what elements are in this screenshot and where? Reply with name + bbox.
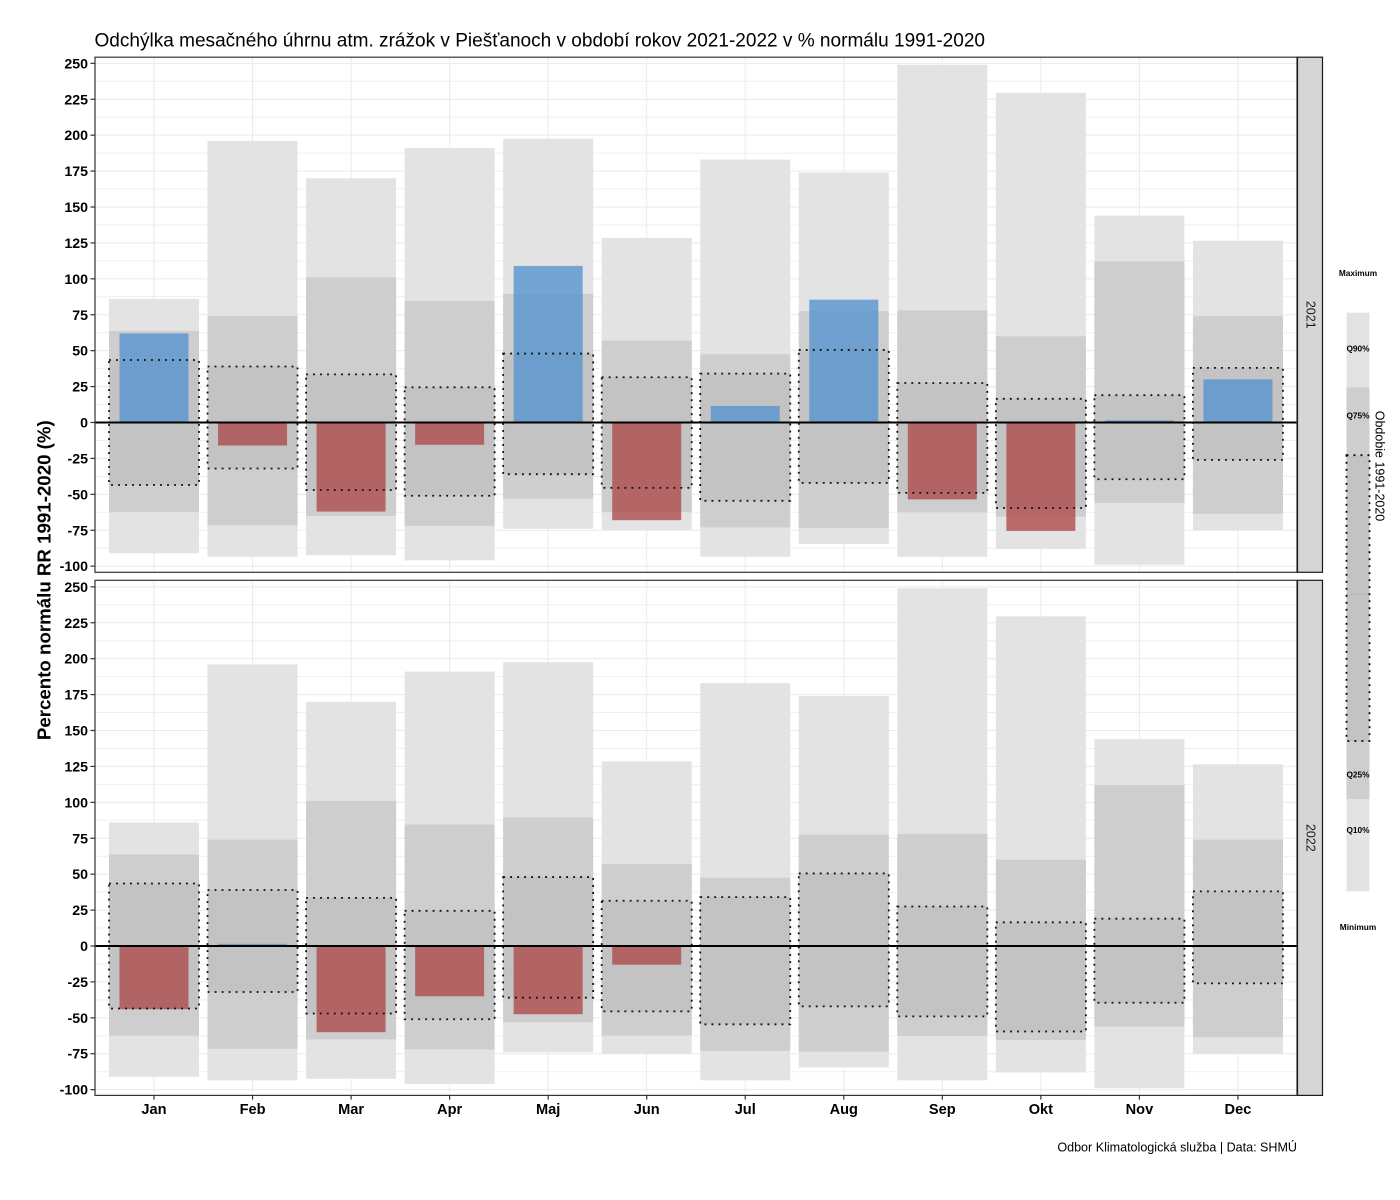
svg-text:250: 250 (64, 580, 88, 596)
svg-text:Percento normálu RR 1991-2020: Percento normálu RR 1991-2020 (%) (34, 420, 55, 740)
svg-text:Dec: Dec (1225, 1102, 1252, 1118)
svg-text:-100: -100 (60, 559, 89, 575)
svg-text:-100: -100 (60, 1083, 89, 1099)
svg-text:2021: 2021 (1304, 301, 1318, 329)
svg-text:100: 100 (64, 795, 88, 811)
svg-text:Jul: Jul (735, 1102, 756, 1118)
svg-text:Jun: Jun (634, 1102, 660, 1118)
svg-text:75: 75 (72, 831, 88, 847)
svg-text:-75: -75 (67, 523, 88, 539)
svg-text:Q10%: Q10% (1346, 825, 1370, 835)
svg-text:225: 225 (64, 92, 88, 108)
svg-text:50: 50 (72, 867, 88, 883)
svg-text:250: 250 (64, 56, 88, 72)
svg-text:2022: 2022 (1304, 824, 1318, 852)
svg-text:Maximum: Maximum (1339, 268, 1377, 278)
svg-text:Q25%: Q25% (1346, 770, 1370, 780)
svg-text:Odbor Klimatologická služba |: Odbor Klimatologická služba | Data: SHMÚ (1057, 1140, 1297, 1155)
svg-text:Feb: Feb (240, 1102, 266, 1118)
svg-text:-25: -25 (67, 975, 88, 991)
svg-text:Obdobie 1991-2020: Obdobie 1991-2020 (1373, 411, 1387, 522)
svg-text:125: 125 (64, 759, 88, 775)
svg-text:0: 0 (80, 939, 88, 955)
svg-text:Sep: Sep (929, 1102, 956, 1118)
svg-text:Aug: Aug (830, 1102, 858, 1118)
svg-text:150: 150 (64, 200, 88, 216)
svg-text:-50: -50 (67, 487, 88, 503)
svg-text:Jan: Jan (141, 1102, 166, 1118)
svg-text:125: 125 (64, 236, 88, 252)
svg-text:Nov: Nov (1126, 1102, 1154, 1118)
svg-text:100: 100 (64, 272, 88, 288)
svg-text:150: 150 (64, 724, 88, 740)
svg-text:225: 225 (64, 616, 88, 632)
svg-text:Mar: Mar (338, 1102, 364, 1118)
svg-text:175: 175 (64, 164, 88, 180)
svg-text:25: 25 (72, 380, 88, 396)
svg-text:0: 0 (80, 416, 88, 432)
svg-text:Apr: Apr (437, 1102, 462, 1118)
svg-text:Q75%: Q75% (1346, 410, 1370, 420)
svg-text:-50: -50 (67, 1011, 88, 1027)
svg-text:75: 75 (72, 308, 88, 324)
svg-text:-75: -75 (67, 1047, 88, 1063)
svg-text:-25: -25 (67, 451, 88, 467)
svg-text:200: 200 (64, 652, 88, 668)
svg-text:Maj: Maj (536, 1102, 560, 1118)
svg-text:175: 175 (64, 688, 88, 704)
svg-text:Q90%: Q90% (1346, 344, 1370, 354)
svg-text:Odchýlka mesačného úhrnu atm.: Odchýlka mesačného úhrnu atm. zrážok v P… (95, 31, 986, 52)
svg-text:Minimum: Minimum (1340, 922, 1376, 932)
svg-text:25: 25 (72, 903, 88, 919)
svg-text:50: 50 (72, 344, 88, 360)
svg-text:Okt: Okt (1029, 1102, 1053, 1118)
svg-text:200: 200 (64, 128, 88, 144)
